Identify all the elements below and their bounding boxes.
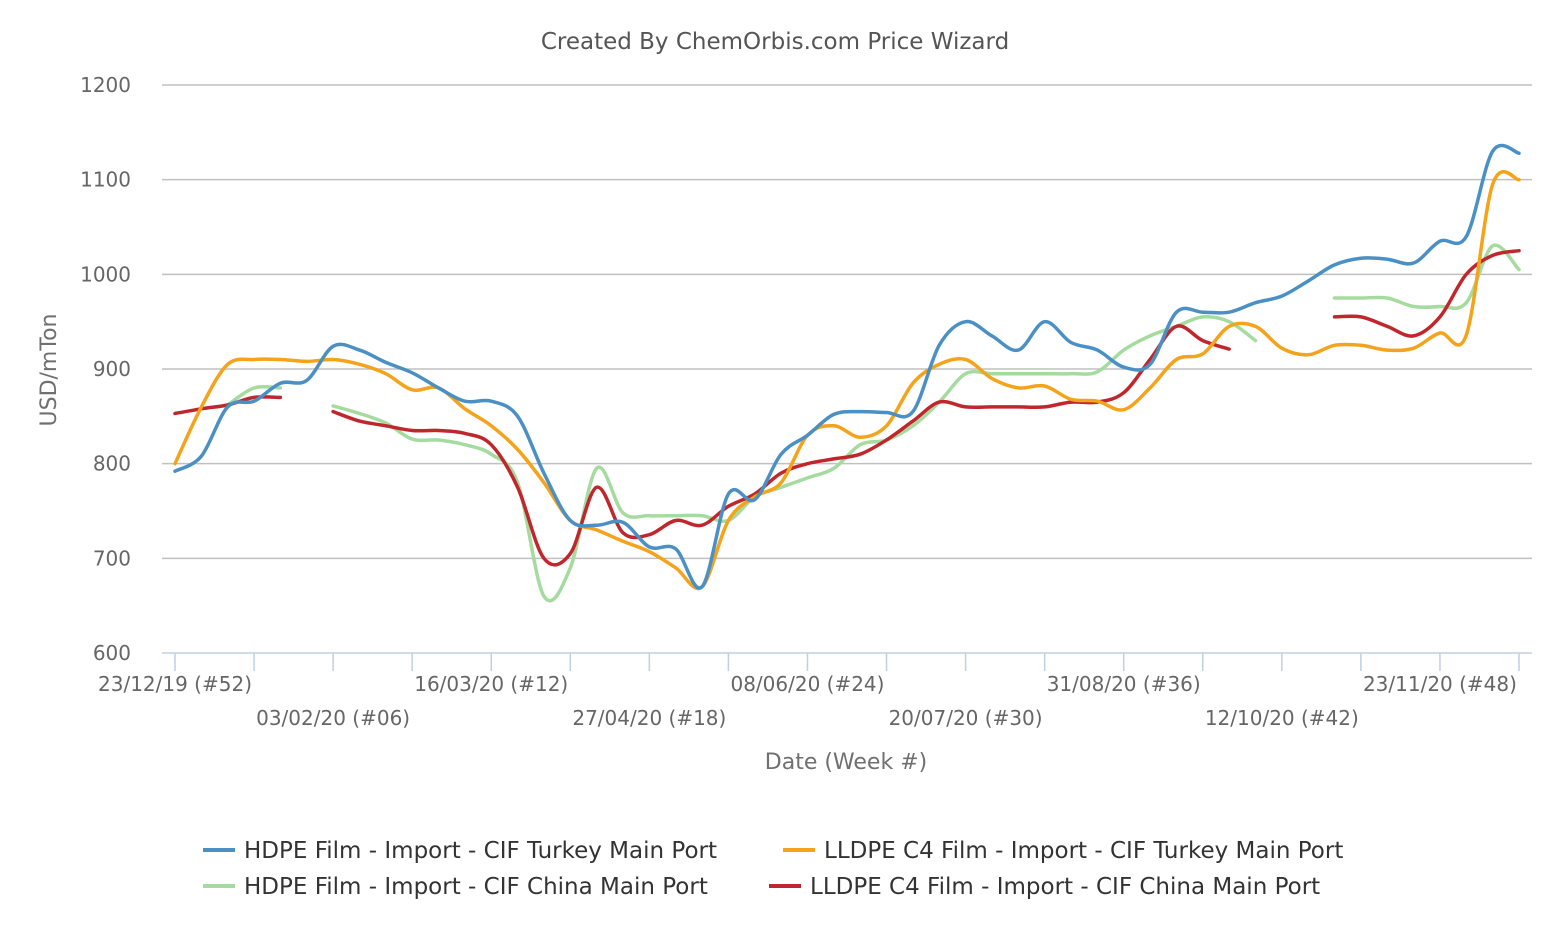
x-axis-ticks: 23/12/19 (#52)03/02/20 (#06)16/03/20 (#1…	[98, 653, 1520, 730]
x-tick-label: 03/02/20 (#06)	[256, 706, 410, 730]
legend-item-label[interactable]: HDPE Film - Import - CIF China Main Port	[244, 874, 708, 900]
x-tick-label: 20/07/20 (#30)	[889, 706, 1043, 730]
x-tick-label: 27/04/20 (#18)	[572, 706, 726, 730]
y-tick-label: 1200	[80, 73, 131, 97]
series-line-0-segment-0	[173, 143, 1521, 590]
x-tick-label: 12/10/20 (#42)	[1205, 706, 1359, 730]
x-axis-title: Date (Week #)	[765, 750, 927, 775]
series-lines	[173, 143, 1521, 603]
x-tick-label: 16/03/20 (#12)	[414, 672, 568, 696]
y-tick-label: 900	[93, 357, 131, 381]
x-tick-label: 31/08/20 (#36)	[1047, 672, 1201, 696]
y-tick-label: 1000	[80, 262, 131, 286]
series-line-3-segment-2	[1332, 248, 1521, 338]
x-tick-label: 08/06/20 (#24)	[730, 672, 884, 696]
legend-item-label[interactable]: LLDPE C4 Film - Import - CIF Turkey Main…	[824, 838, 1343, 864]
y-tick-label: 600	[93, 641, 131, 665]
chart-title: Created By ChemOrbis.com Price Wizard	[541, 29, 1009, 55]
y-tick-label: 1100	[80, 168, 131, 192]
y-tick-label: 800	[93, 452, 131, 476]
series-line-2-segment-1	[331, 314, 1258, 603]
series-line-2-segment-2	[1332, 243, 1521, 310]
y-tick-label: 700	[93, 546, 131, 570]
y-axis-title: USD/mTon	[37, 314, 62, 427]
legend-item-label[interactable]: HDPE Film - Import - CIF Turkey Main Por…	[244, 838, 717, 864]
x-tick-label: 23/11/20 (#48)	[1363, 672, 1517, 696]
y-axis-ticks: 600 700 800 900 1000 1100 1200	[80, 73, 131, 665]
gridlines	[162, 84, 1532, 560]
x-tick-label: 23/12/19 (#52)	[98, 672, 252, 696]
legend: HDPE Film - Import - CIF Turkey Main Por…	[203, 838, 1343, 900]
legend-item-label[interactable]: LLDPE C4 Film - Import - CIF China Main …	[810, 874, 1320, 900]
series-line-1-segment-0	[173, 170, 1521, 591]
